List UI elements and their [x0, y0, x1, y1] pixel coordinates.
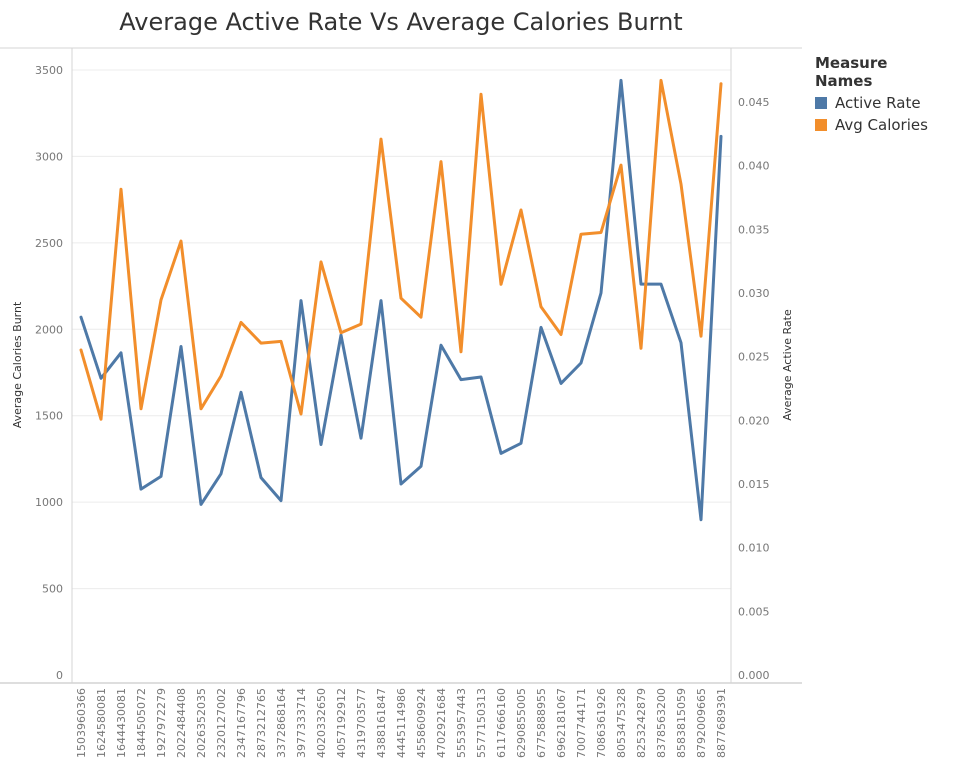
x-tick-label-2873212765: 2873212765: [255, 688, 268, 758]
x-tick-label-8378563200: 8378563200: [655, 688, 668, 758]
left-tick-label-6: 3000: [35, 150, 63, 163]
left-tick-label-1: 500: [42, 583, 63, 596]
x-tick-label-3372868164: 3372868164: [275, 688, 288, 758]
x-tick-label-4057192912: 4057192912: [335, 688, 348, 758]
x-tick-label-6962181067: 6962181067: [555, 688, 568, 758]
right-tick-label-0: 0.000: [738, 669, 770, 682]
right-tick-label-6: 0.030: [738, 287, 770, 300]
x-tick-label-1624580081: 1624580081: [95, 688, 108, 758]
x-tick-label-7086361926: 7086361926: [595, 688, 608, 758]
left-tick-label-2: 1000: [35, 496, 63, 509]
x-tick-label-8792009665: 8792009665: [695, 688, 708, 758]
x-tick-label-4702921684: 4702921684: [435, 688, 448, 758]
x-tick-label-5577150313: 5577150313: [475, 688, 488, 758]
x-tick-label-2347167796: 2347167796: [235, 688, 248, 758]
x-tick-label-1844505072: 1844505072: [135, 688, 148, 758]
x-tick-label-1644430081: 1644430081: [115, 688, 128, 758]
x-tick-label-6117666160: 6117666160: [495, 688, 508, 758]
legend-item-avg-calories[interactable]: Avg Calories: [815, 116, 950, 134]
x-tick-label-8583815059: 8583815059: [675, 688, 688, 758]
left-tick-label-7: 3500: [35, 64, 63, 77]
axes: [0, 47, 802, 684]
left-axis-ticks: 0 500 1000 1500 2000 2500 3000 3500: [35, 64, 63, 682]
right-tick-label-4: 0.020: [738, 414, 770, 427]
chart-title: Average Active Rate Vs Average Calories …: [119, 8, 683, 36]
x-tick-label-2320127002: 2320127002: [215, 688, 228, 758]
x-tick-label-5553957443: 5553957443: [455, 688, 468, 758]
x-tick-label-2022484408: 2022484408: [175, 688, 188, 758]
legend-swatch-active-rate: [815, 97, 827, 109]
right-tick-label-1: 0.005: [738, 605, 770, 618]
right-tick-label-5: 0.025: [738, 351, 770, 364]
legend: Measure Names Active Rate Avg Calories: [815, 54, 950, 138]
x-tick-label-4445114986: 4445114986: [395, 688, 408, 758]
x-tick-label-6290855005: 6290855005: [515, 688, 528, 758]
x-tick-label-1927972279: 1927972279: [155, 688, 168, 758]
x-tick-label-4020332650: 4020332650: [315, 688, 328, 758]
x-tick-label-8053475328: 8053475328: [615, 688, 628, 758]
x-tick-label-2026352035: 2026352035: [195, 688, 208, 758]
x-tick-label-7007744171: 7007744171: [575, 688, 588, 758]
x-tick-label-4388161847: 4388161847: [375, 688, 388, 758]
right-tick-label-9: 0.045: [738, 96, 770, 109]
legend-swatch-avg-calories: [815, 119, 827, 131]
series-lines: [79, 78, 723, 522]
legend-item-active-rate[interactable]: Active Rate: [815, 94, 950, 112]
x-tick-label-6775888955: 6775888955: [535, 688, 548, 758]
right-tick-label-8: 0.040: [738, 160, 770, 173]
right-tick-label-2: 0.010: [738, 542, 770, 555]
grid-lines: [72, 69, 731, 590]
right-axis-ticks: 0.000 0.005 0.010 0.015 0.020 0.025 0.030 0.035…: [738, 96, 770, 682]
left-tick-label-3: 1500: [35, 410, 63, 423]
right-tick-label-7: 0.035: [738, 223, 770, 236]
series-line-avg-calories: [79, 78, 723, 421]
left-tick-label-5: 2500: [35, 237, 63, 250]
left-tick-label-0: 0: [56, 669, 63, 682]
x-tick-label-1503960366: 1503960366: [75, 688, 88, 758]
y-axis-label-right: Average Active Rate: [781, 309, 794, 421]
x-tick-label-8253242879: 8253242879: [635, 688, 648, 758]
x-tick-label-8877689391: 8877689391: [715, 688, 728, 758]
right-tick-label-3: 0.015: [738, 478, 770, 491]
legend-title: Measure Names: [815, 54, 888, 90]
x-tick-label-4319703577: 4319703577: [355, 688, 368, 758]
legend-label-avg-calories: Avg Calories: [835, 116, 928, 134]
left-tick-label-4: 2000: [35, 323, 63, 336]
x-tick-label-3977333714: 3977333714: [295, 688, 308, 758]
y-axis-label-left: Average Calories Burnt: [11, 301, 24, 428]
x-tick-label-4558609924: 4558609924: [415, 688, 428, 758]
legend-label-active-rate: Active Rate: [835, 94, 921, 112]
x-axis-ticks: 1503960366 1624580081 1644430081 1844505072…: [75, 688, 728, 758]
series-line-active-rate: [79, 78, 723, 522]
